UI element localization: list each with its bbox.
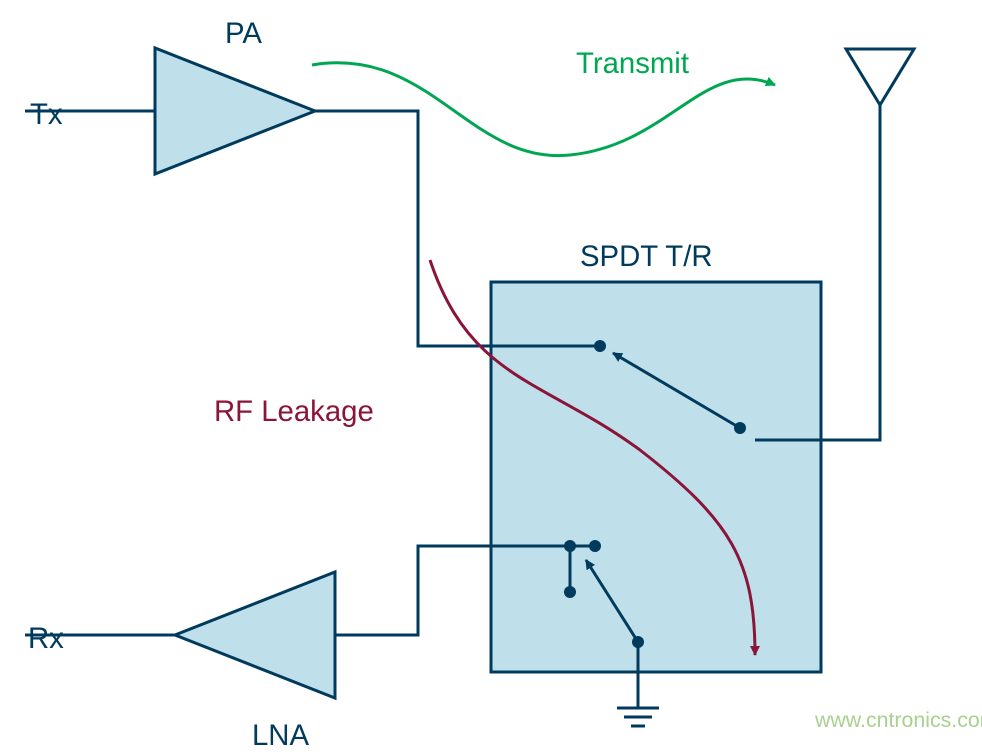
node-dot — [564, 540, 576, 552]
pa-label: PA — [225, 17, 262, 51]
antenna-icon — [846, 49, 914, 105]
transmit-label: Transmit — [576, 47, 689, 81]
node-dot — [564, 586, 576, 598]
spdt-label: SPDT T/R — [580, 240, 713, 274]
spdt-switch-box — [491, 282, 821, 672]
node-dot — [734, 422, 746, 434]
transmit-flow-arrow — [312, 63, 775, 156]
rf-leakage-label: RF Leakage — [214, 395, 374, 429]
watermark-label: www.cntronics.com — [815, 708, 982, 733]
node-dot — [632, 636, 644, 648]
rf-switch-diagram — [0, 0, 982, 755]
rx-label: Rx — [28, 622, 64, 656]
lna-amplifier — [175, 572, 335, 698]
node-dot — [589, 540, 601, 552]
lna-label: LNA — [252, 719, 309, 753]
node-dot — [594, 340, 606, 352]
pa-amplifier — [155, 48, 315, 174]
tx-label: Tx — [30, 98, 63, 132]
